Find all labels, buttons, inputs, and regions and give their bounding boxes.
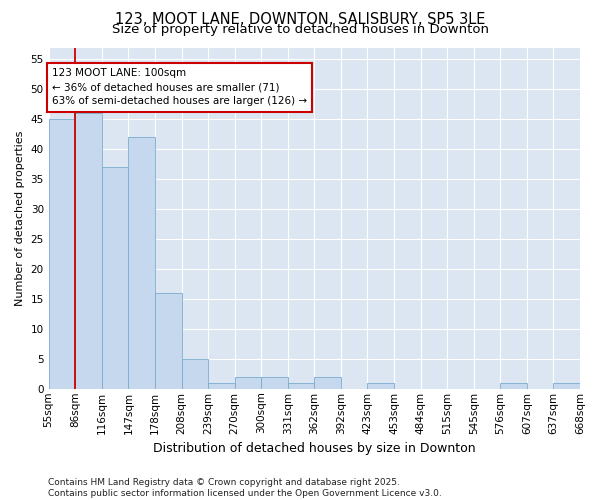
Y-axis label: Number of detached properties: Number of detached properties (15, 130, 25, 306)
Bar (261, 377, 288, 389)
Bar (314, 377, 341, 389)
Bar (367, 383, 394, 389)
Bar (182, 359, 208, 389)
Bar (155, 293, 182, 389)
Bar (49, 120, 75, 389)
Bar (553, 383, 580, 389)
Text: 123, MOOT LANE, DOWNTON, SALISBURY, SP5 3LE: 123, MOOT LANE, DOWNTON, SALISBURY, SP5 … (115, 12, 485, 28)
Text: 123 MOOT LANE: 100sqm
← 36% of detached houses are smaller (71)
63% of semi-deta: 123 MOOT LANE: 100sqm ← 36% of detached … (52, 68, 307, 106)
Bar (500, 383, 527, 389)
Bar (75, 114, 102, 389)
Bar (208, 383, 235, 389)
Text: Size of property relative to detached houses in Downton: Size of property relative to detached ho… (112, 24, 488, 36)
Bar (235, 377, 261, 389)
Bar (102, 167, 128, 389)
X-axis label: Distribution of detached houses by size in Downton: Distribution of detached houses by size … (153, 442, 476, 455)
Text: Contains HM Land Registry data © Crown copyright and database right 2025.
Contai: Contains HM Land Registry data © Crown c… (48, 478, 442, 498)
Bar (288, 383, 314, 389)
Bar (128, 138, 155, 389)
